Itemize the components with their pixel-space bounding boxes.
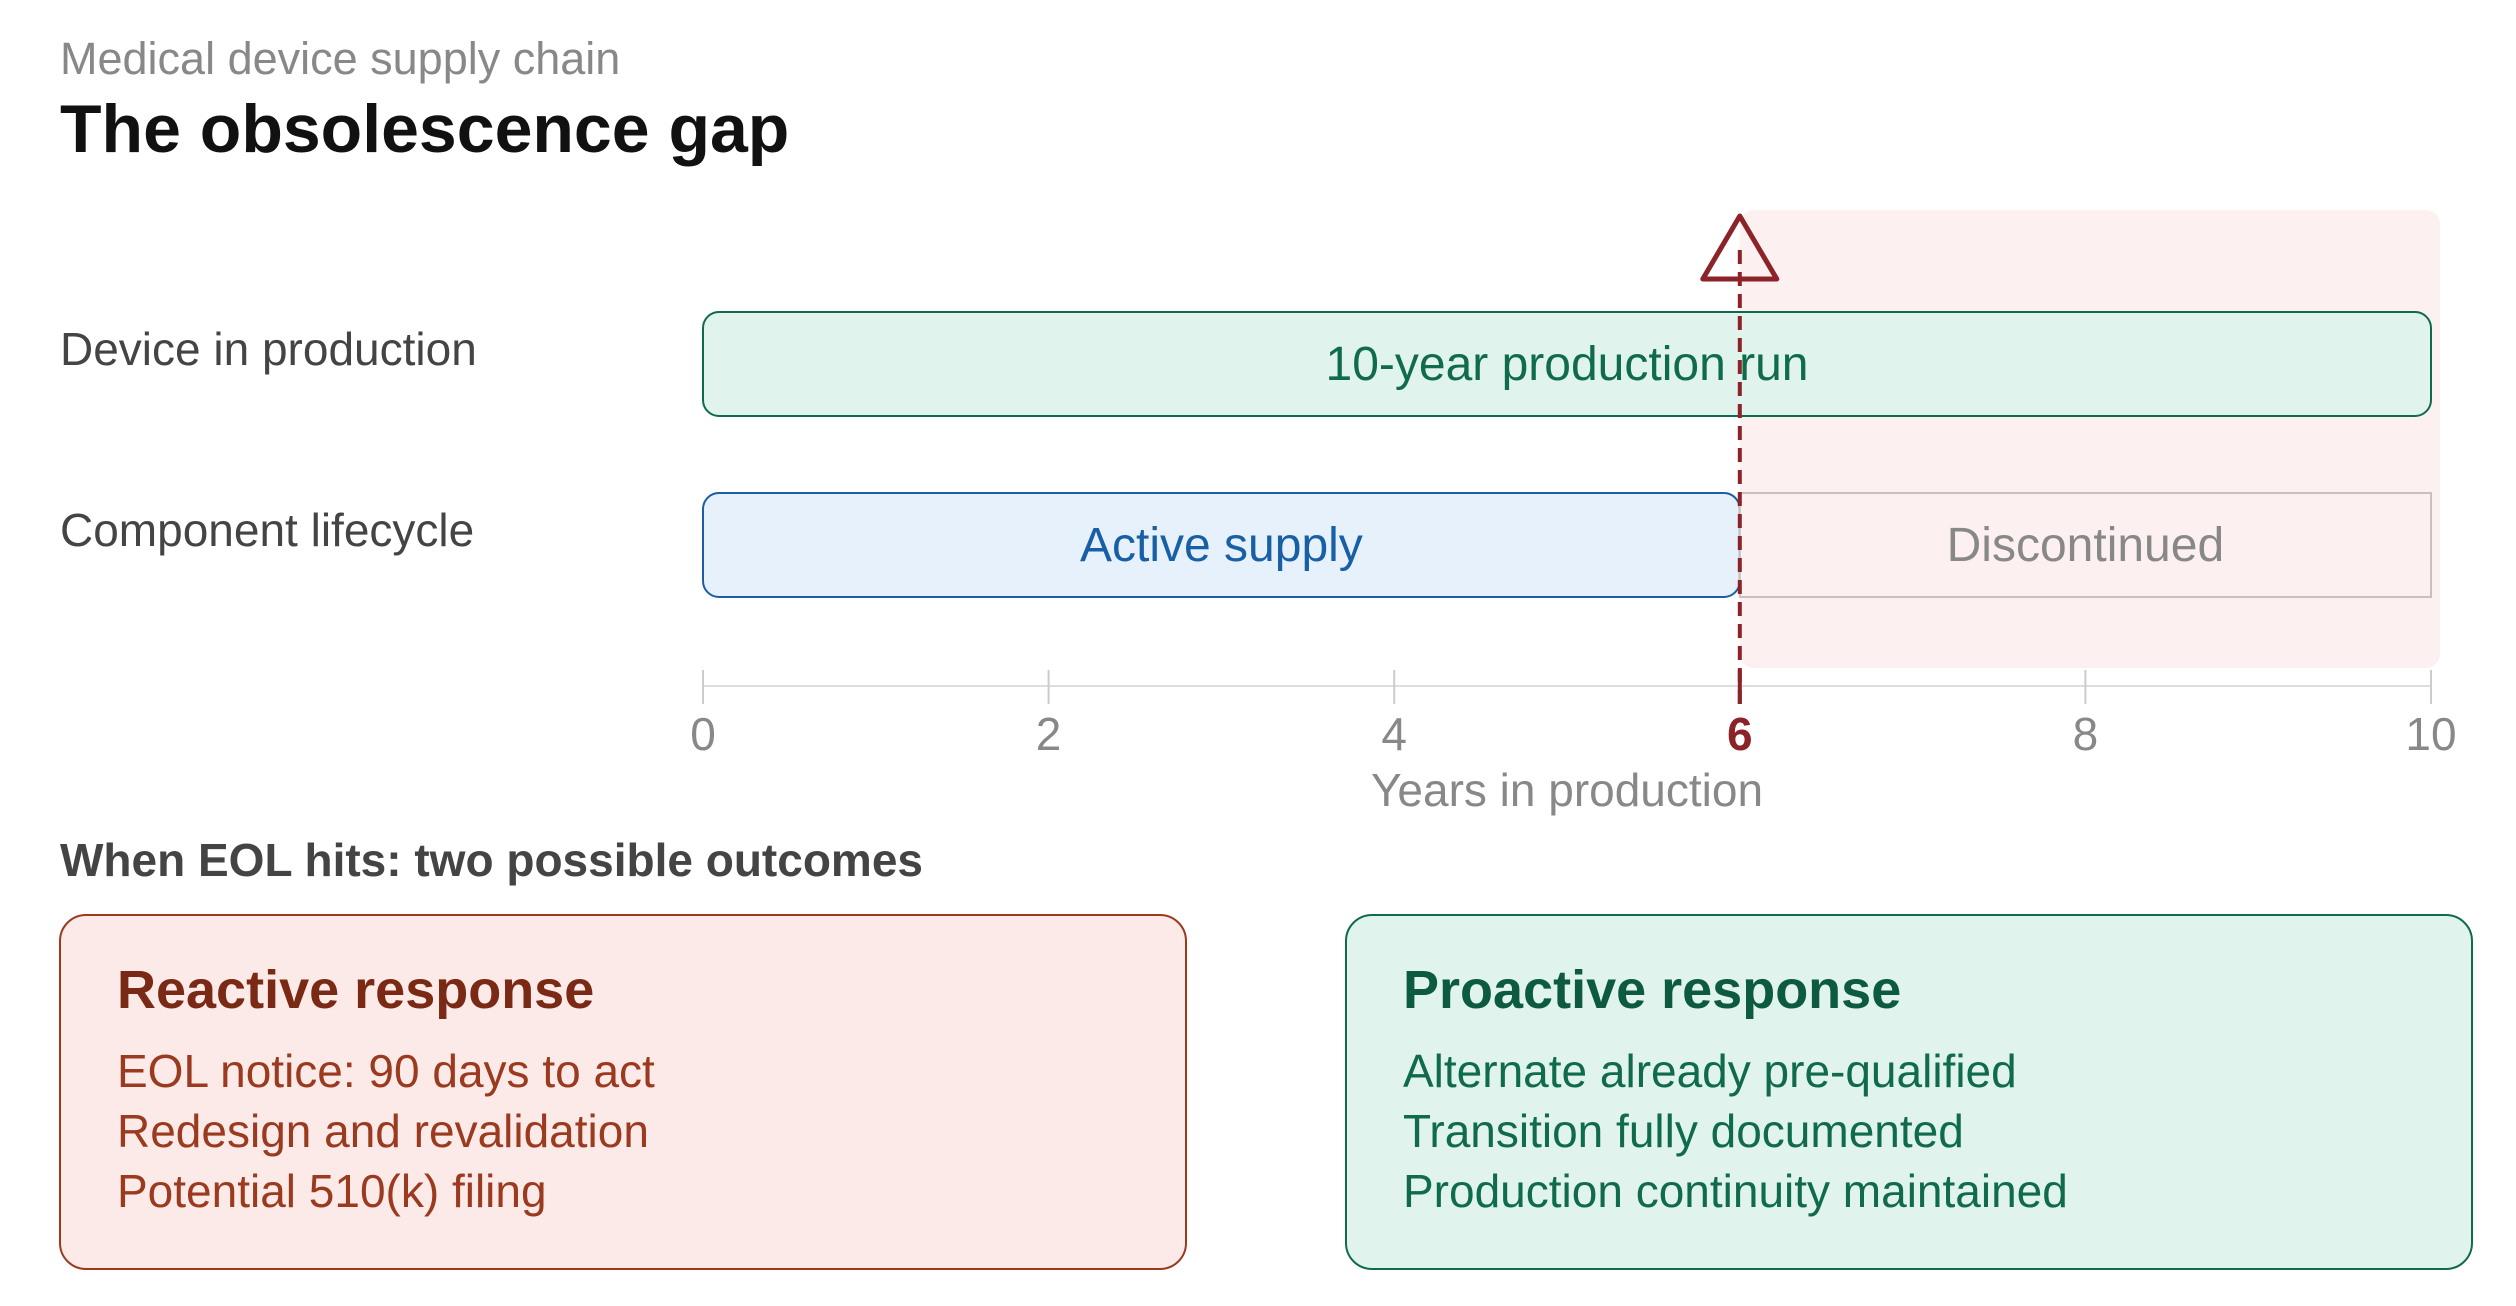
- reactive-item: Potential 510(k) filing: [117, 1165, 547, 1217]
- active-supply-label: Active supply: [1080, 519, 1363, 572]
- reactive-title: Reactive response: [117, 960, 594, 1020]
- x-axis-tick-label: 10: [2405, 708, 2456, 760]
- proactive-item: Production continuity maintained: [1403, 1165, 2068, 1217]
- risk-zone: [1739, 210, 2440, 668]
- x-axis-ticks: 0 2 4 6 8 10: [690, 670, 2457, 760]
- discontinued-label: Discontinued: [1947, 519, 2225, 572]
- row-label-component: Component lifecycle: [60, 504, 474, 556]
- production-bar-label: 10-year production run: [1326, 338, 1809, 391]
- reactive-card: Reactive response EOL notice: 90 days to…: [59, 914, 1187, 1270]
- row-label-device: Device in production: [60, 323, 477, 375]
- x-axis-tick-label: 0: [690, 708, 716, 760]
- proactive-title: Proactive response: [1403, 960, 1901, 1020]
- x-axis-tick-label: 4: [1381, 708, 1407, 760]
- diagram-subtitle: Medical device supply chain: [60, 33, 620, 84]
- warning-triangle-icon: [1700, 213, 1780, 282]
- discontinued-bar: [1738, 492, 2433, 598]
- x-axis-tick-label: 8: [2073, 708, 2099, 760]
- proactive-card: Proactive response Alternate already pre…: [1345, 914, 2473, 1270]
- x-axis-label: Years in production: [1371, 764, 1763, 816]
- reactive-item: EOL notice: 90 days to act: [117, 1045, 655, 1097]
- outcomes-heading: When EOL hits: two possible outcomes: [60, 834, 923, 886]
- diagram-title: The obsolescence gap: [60, 91, 789, 167]
- x-axis-tick-label: 2: [1036, 708, 1062, 760]
- proactive-item: Transition fully documented: [1403, 1105, 1964, 1157]
- proactive-item: Alternate already pre-qualified: [1403, 1045, 2017, 1097]
- x-axis-tick-label: 6: [1727, 708, 1753, 760]
- reactive-item: Redesign and revalidation: [117, 1105, 649, 1157]
- production-bar: [702, 311, 2432, 417]
